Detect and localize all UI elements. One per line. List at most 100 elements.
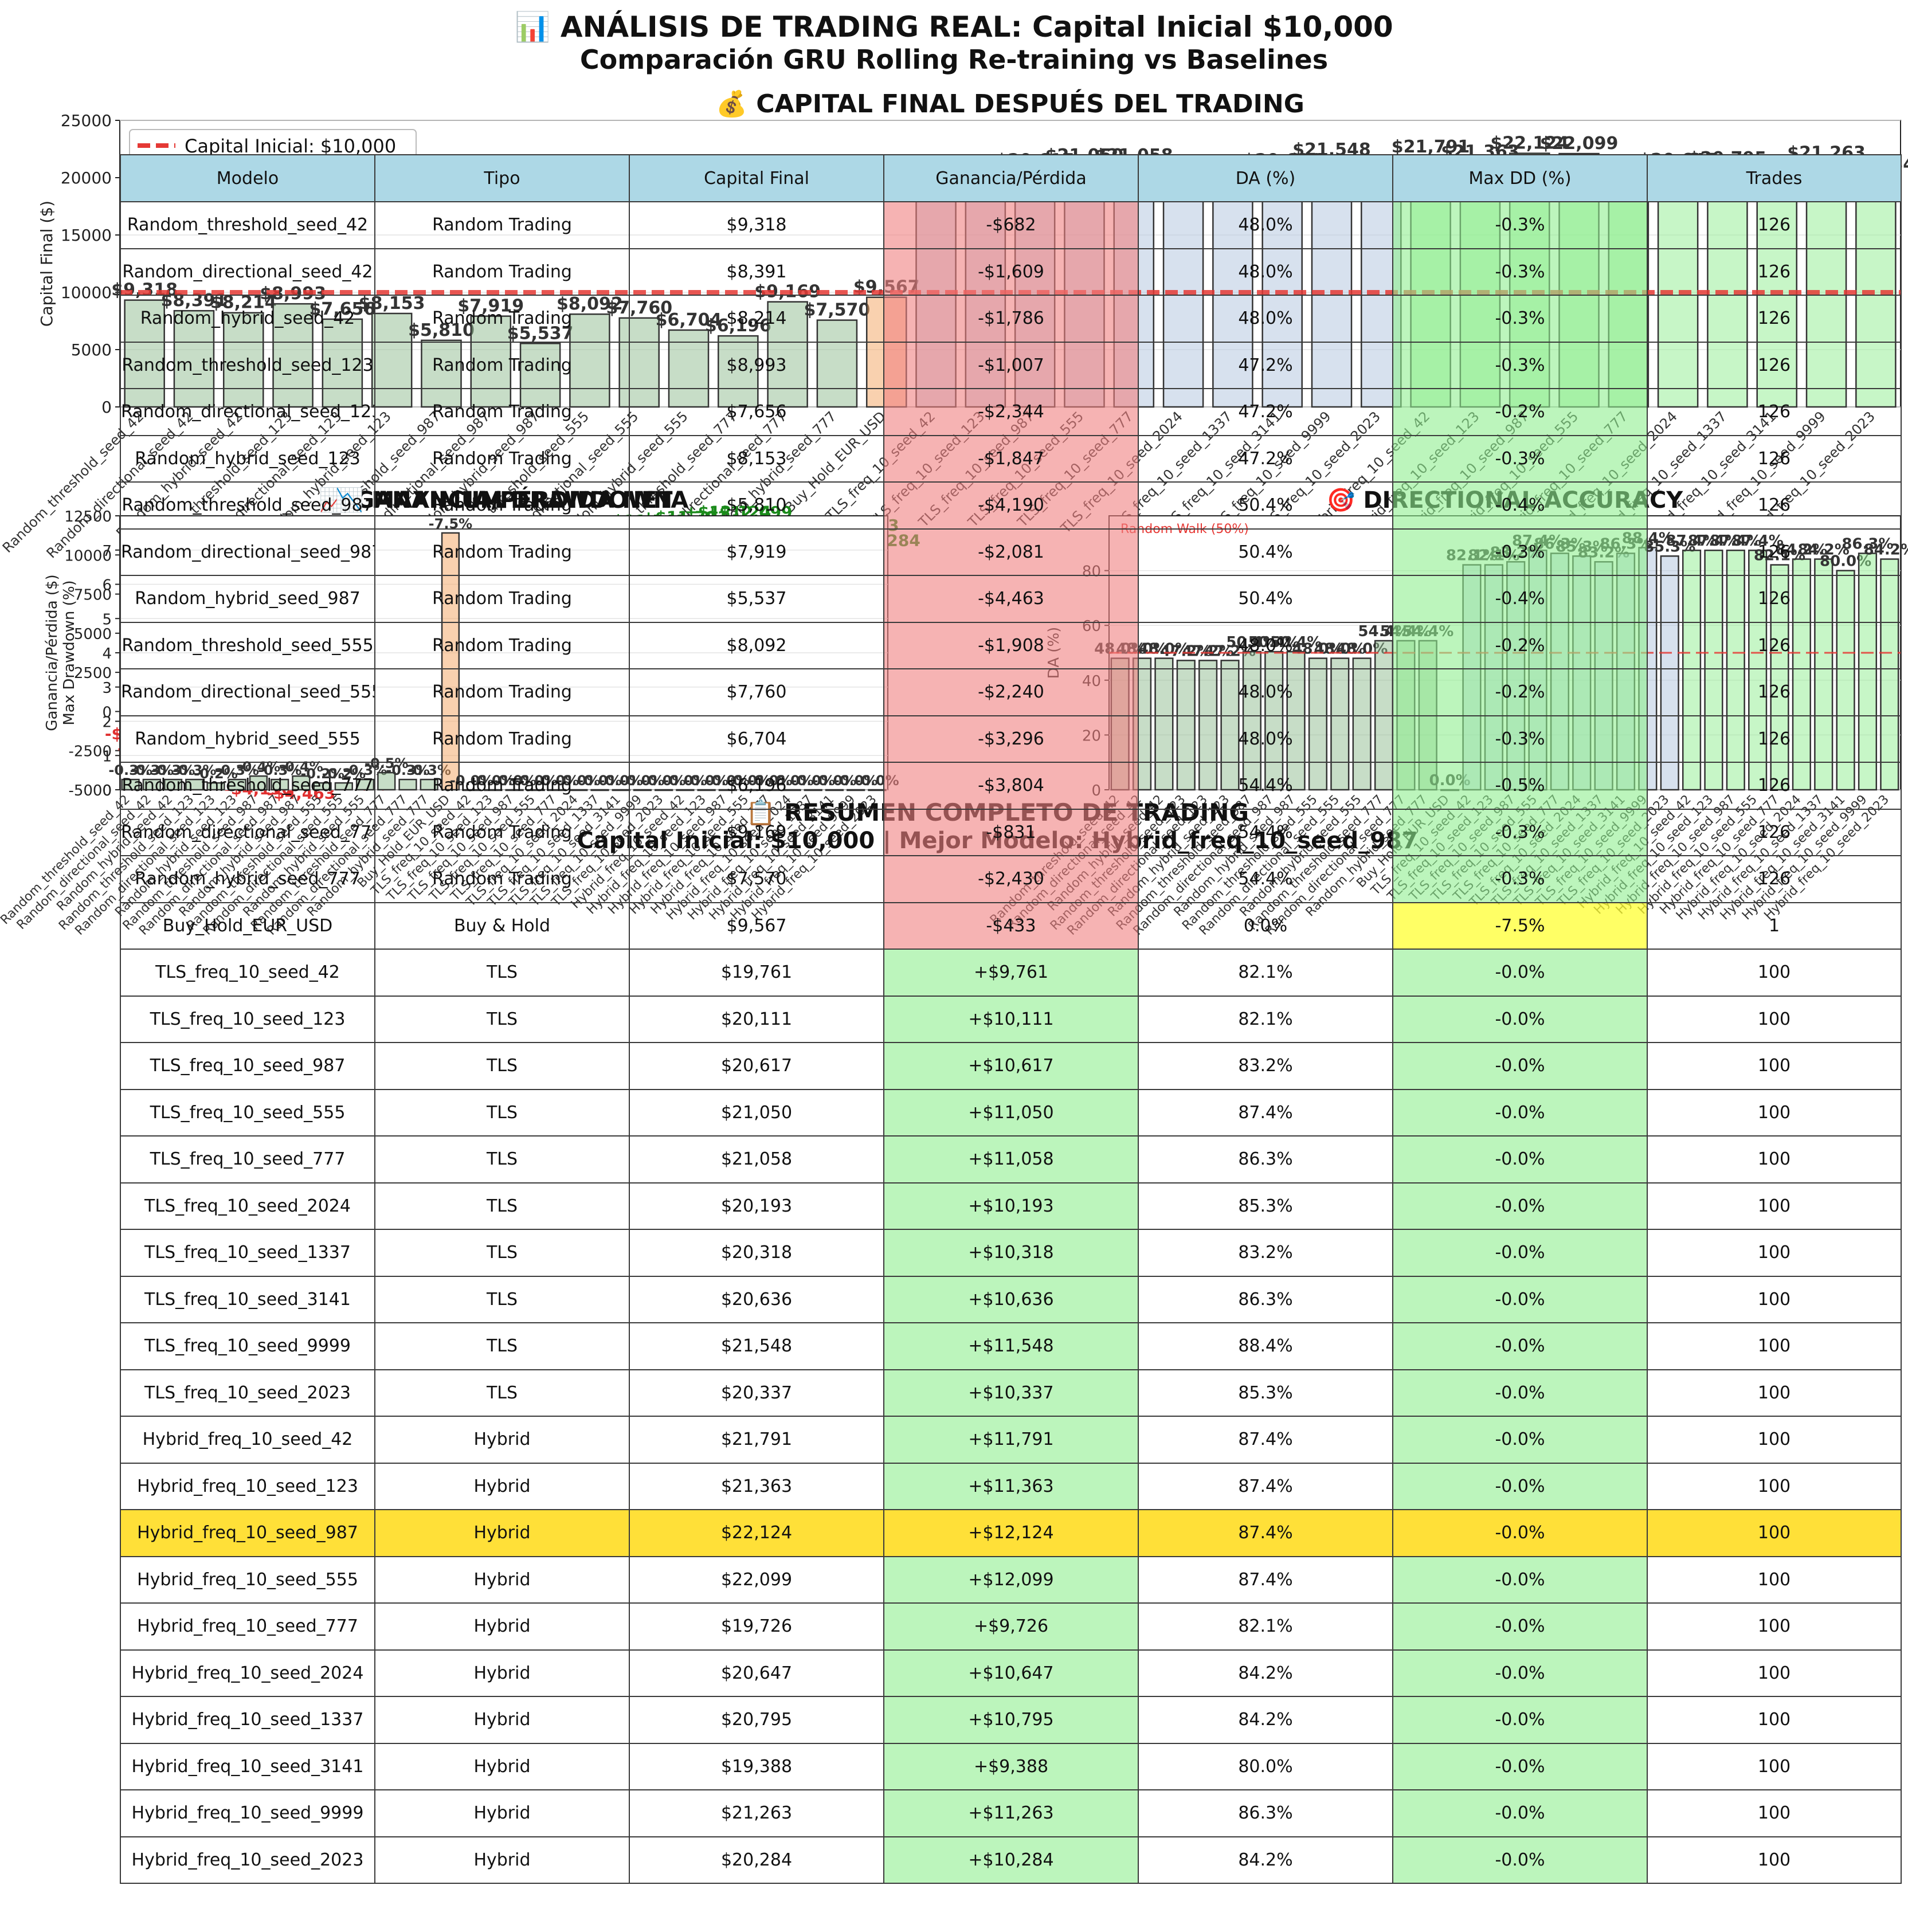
table-cell: +$11,791 xyxy=(883,1416,1139,1464)
table-cell: 126 xyxy=(1647,341,1902,389)
table-cell: $9,318 xyxy=(629,201,884,249)
table-cell: 126 xyxy=(1647,295,1902,343)
y-tick-label: 5000 xyxy=(71,340,112,359)
table-cell: $6,196 xyxy=(629,762,884,810)
table-cell: 100 xyxy=(1647,1836,1902,1884)
table-row: TLS_freq_10_seed_2023 TLS $20,337 +$10,337 8… xyxy=(120,1369,1902,1417)
table-cell: 126 xyxy=(1647,481,1902,530)
table-row: Random_threshold_seed_987 Random Trading $… xyxy=(120,481,1902,530)
table-cell: $22,099 xyxy=(629,1555,884,1604)
table-cell: $20,284 xyxy=(629,1836,884,1884)
table-cell: 86.3% xyxy=(1138,1275,1393,1323)
table-cell: 126 xyxy=(1647,575,1902,623)
table-row: Random_hybrid_seed_777 Random Trading $7,5… xyxy=(120,855,1902,903)
table-cell: 100 xyxy=(1647,1416,1902,1464)
table-cell: -0.5% xyxy=(1392,762,1648,810)
table-cell: -0.0% xyxy=(1392,1555,1648,1604)
table-cell: -0.0% xyxy=(1392,1229,1648,1277)
table-row: Hybrid_freq_10_seed_987 Hybrid $22,124 +$12… xyxy=(120,1509,1902,1557)
table-row: Random_hybrid_seed_123 Random Trading $8,1… xyxy=(120,434,1902,483)
table-cell: 84.2% xyxy=(1138,1836,1393,1884)
table-cell: -0.0% xyxy=(1392,949,1648,997)
table-cell: $21,791 xyxy=(629,1416,884,1464)
table-cell: -0.3% xyxy=(1392,808,1648,856)
table-row: Random_directional_seed_777 Random Tradin… xyxy=(120,808,1902,856)
table-cell: Random Trading xyxy=(374,341,630,389)
table-row: Hybrid_freq_10_seed_42 Hybrid $21,791 +$11,… xyxy=(120,1416,1902,1464)
table-row: Random_directional_seed_555 Random Tradin… xyxy=(120,668,1902,716)
table-cell: -0.0% xyxy=(1392,1369,1648,1417)
y-tick-label: 15000 xyxy=(61,226,112,245)
table-cell: TLS xyxy=(374,1135,630,1184)
table-cell: 126 xyxy=(1647,715,1902,763)
table-cell: Hybrid_freq_10_seed_123 xyxy=(120,1462,375,1510)
table-cell: 126 xyxy=(1647,388,1902,436)
data-label: $21,791 xyxy=(1392,137,1470,157)
table-row: Random_hybrid_seed_987 Random Trading $5,5… xyxy=(120,575,1902,623)
table-cell: 100 xyxy=(1647,1042,1902,1090)
table-cell: $19,726 xyxy=(629,1602,884,1651)
table-cell: +$11,058 xyxy=(883,1135,1139,1184)
table-cell: 87.4% xyxy=(1138,1462,1393,1510)
table-cell: -$3,296 xyxy=(883,715,1139,763)
table-cell: 126 xyxy=(1647,808,1902,856)
table-cell: Hybrid xyxy=(374,1836,630,1884)
table-cell: Random Trading xyxy=(374,201,630,249)
table-cell: Hybrid_freq_10_seed_3141 xyxy=(120,1742,375,1790)
table-cell: $21,263 xyxy=(629,1789,884,1837)
table-cell: 87.4% xyxy=(1138,1509,1393,1557)
table-cell: TLS xyxy=(374,1229,630,1277)
table-cell: $21,363 xyxy=(629,1462,884,1510)
table-cell: Random_hybrid_seed_555 xyxy=(120,715,375,763)
table-cell: Random Trading xyxy=(374,855,630,903)
table-cell: Random_directional_seed_777 xyxy=(120,808,375,856)
table-cell: 48.0% xyxy=(1138,621,1393,669)
table-cell: Random_threshold_seed_987 xyxy=(120,481,375,530)
table-row: Hybrid_freq_10_seed_123 Hybrid $21,363 +$11… xyxy=(120,1462,1902,1510)
table-cell: 100 xyxy=(1647,1182,1902,1230)
table-cell: 50.4% xyxy=(1138,575,1393,623)
table-cell: Random Trading xyxy=(374,668,630,716)
table-cell: $8,993 xyxy=(629,341,884,389)
y-tick-label: 0 xyxy=(101,398,112,417)
table-cell: $9,169 xyxy=(629,808,884,856)
table-cell: 54.4% xyxy=(1138,762,1393,810)
table-body: Random_threshold_seed_42 Random Trading $9… xyxy=(120,201,1902,1884)
table-cell: Random_threshold_seed_555 xyxy=(120,621,375,669)
column-header: Ganancia/Pérdida xyxy=(883,154,1139,202)
table-row: Hybrid_freq_10_seed_1337 Hybrid $20,795 +$1… xyxy=(120,1696,1902,1744)
table-cell: Hybrid_freq_10_seed_9999 xyxy=(120,1789,375,1837)
chart-title: 💰 CAPITAL FINAL DESPUÉS DEL TRADING xyxy=(716,88,1304,119)
table-cell: -0.3% xyxy=(1392,341,1648,389)
table-cell: +$11,263 xyxy=(883,1789,1139,1837)
y-tick-label: 5 xyxy=(102,611,112,628)
table-cell: 100 xyxy=(1647,1135,1902,1184)
table-row: Random_threshold_seed_777 Random Trading $… xyxy=(120,762,1902,810)
table-cell: -0.0% xyxy=(1392,1042,1648,1090)
table-cell: 126 xyxy=(1647,528,1902,576)
table-cell: -0.2% xyxy=(1392,388,1648,436)
table-cell: Random_directional_seed_42 xyxy=(120,248,375,296)
table-cell: -0.3% xyxy=(1392,528,1648,576)
table-cell: -0.3% xyxy=(1392,855,1648,903)
table-cell: Hybrid xyxy=(374,1789,630,1837)
table-cell: $8,092 xyxy=(629,621,884,669)
table-cell: 86.3% xyxy=(1138,1789,1393,1837)
table-cell: 100 xyxy=(1647,1229,1902,1277)
table-cell: 48.0% xyxy=(1138,201,1393,249)
table-cell: $7,570 xyxy=(629,855,884,903)
table-cell: -$4,463 xyxy=(883,575,1139,623)
table-cell: $8,391 xyxy=(629,248,884,296)
table-cell: 100 xyxy=(1647,1275,1902,1323)
table-cell: TLS_freq_10_seed_9999 xyxy=(120,1322,375,1370)
table-cell: 100 xyxy=(1647,949,1902,997)
table-cell: 54.4% xyxy=(1138,808,1393,856)
table-cell: -0.4% xyxy=(1392,575,1648,623)
table-cell: 47.2% xyxy=(1138,434,1393,483)
table-cell: 84.2% xyxy=(1138,1696,1393,1744)
table-header-row: Modelo Tipo Capital Final Ganancia/Pérdida D… xyxy=(120,154,1902,202)
table-cell: 100 xyxy=(1647,1555,1902,1604)
table-cell: 87.4% xyxy=(1138,1555,1393,1604)
table-cell: $21,548 xyxy=(629,1322,884,1370)
table-cell: TLS xyxy=(374,1042,630,1090)
